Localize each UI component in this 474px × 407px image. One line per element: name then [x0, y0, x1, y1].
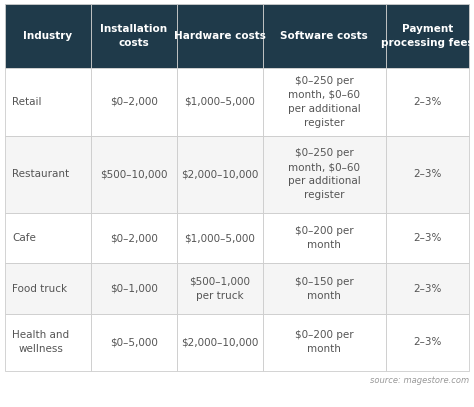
Text: Health and
wellness: Health and wellness: [12, 330, 70, 354]
Text: Restaurant: Restaurant: [12, 169, 70, 179]
Bar: [177, 263, 263, 314]
Bar: [263, 263, 386, 314]
Bar: [263, 213, 386, 263]
Text: Software costs: Software costs: [280, 31, 368, 41]
Text: $500–1,000
per truck: $500–1,000 per truck: [189, 277, 250, 300]
Bar: [386, 136, 469, 213]
Text: Hardware costs: Hardware costs: [173, 31, 265, 41]
Text: $0–2,000: $0–2,000: [109, 97, 157, 107]
Text: $500–10,000: $500–10,000: [100, 169, 167, 179]
Bar: [386, 213, 469, 263]
Text: $0–1,000: $0–1,000: [109, 284, 157, 293]
Bar: [5, 4, 91, 68]
Text: Payment
processing fees: Payment processing fees: [381, 24, 474, 48]
Text: Industry: Industry: [23, 31, 72, 41]
Bar: [91, 263, 177, 314]
Text: $2,000–10,000: $2,000–10,000: [181, 337, 258, 348]
Text: Installation
costs: Installation costs: [100, 24, 167, 48]
Text: $0–250 per
month, $0–60
per additional
register: $0–250 per month, $0–60 per additional r…: [288, 148, 360, 200]
Text: $2,000–10,000: $2,000–10,000: [181, 169, 258, 179]
Text: 2–3%: 2–3%: [413, 284, 442, 293]
Text: 2–3%: 2–3%: [413, 233, 442, 243]
Bar: [5, 213, 91, 263]
Text: source: magestore.com: source: magestore.com: [370, 376, 469, 385]
Text: 2–3%: 2–3%: [413, 337, 442, 348]
Text: $1,000–5,000: $1,000–5,000: [184, 97, 255, 107]
Bar: [386, 4, 469, 68]
Text: Food truck: Food truck: [12, 284, 67, 293]
Bar: [263, 314, 386, 371]
Text: 2–3%: 2–3%: [413, 169, 442, 179]
Bar: [91, 213, 177, 263]
Bar: [386, 263, 469, 314]
Bar: [91, 136, 177, 213]
Bar: [263, 136, 386, 213]
Bar: [91, 4, 177, 68]
Text: Cafe: Cafe: [12, 233, 36, 243]
Bar: [177, 314, 263, 371]
Text: 2–3%: 2–3%: [413, 97, 442, 107]
Text: $0–200 per
month: $0–200 per month: [295, 226, 354, 250]
Text: Retail: Retail: [12, 97, 42, 107]
Text: $0–250 per
month, $0–60
per additional
register: $0–250 per month, $0–60 per additional r…: [288, 76, 360, 128]
Bar: [177, 68, 263, 136]
Bar: [177, 4, 263, 68]
Bar: [263, 68, 386, 136]
Text: $0–5,000: $0–5,000: [109, 337, 157, 348]
Bar: [5, 68, 91, 136]
Bar: [177, 136, 263, 213]
Text: $0–200 per
month: $0–200 per month: [295, 330, 354, 354]
Bar: [5, 314, 91, 371]
Bar: [263, 4, 386, 68]
Bar: [91, 68, 177, 136]
Bar: [5, 136, 91, 213]
Bar: [386, 68, 469, 136]
Bar: [91, 314, 177, 371]
Bar: [5, 263, 91, 314]
Text: $0–150 per
month: $0–150 per month: [295, 277, 354, 300]
Text: $1,000–5,000: $1,000–5,000: [184, 233, 255, 243]
Bar: [386, 314, 469, 371]
Bar: [177, 213, 263, 263]
Text: $0–2,000: $0–2,000: [109, 233, 157, 243]
